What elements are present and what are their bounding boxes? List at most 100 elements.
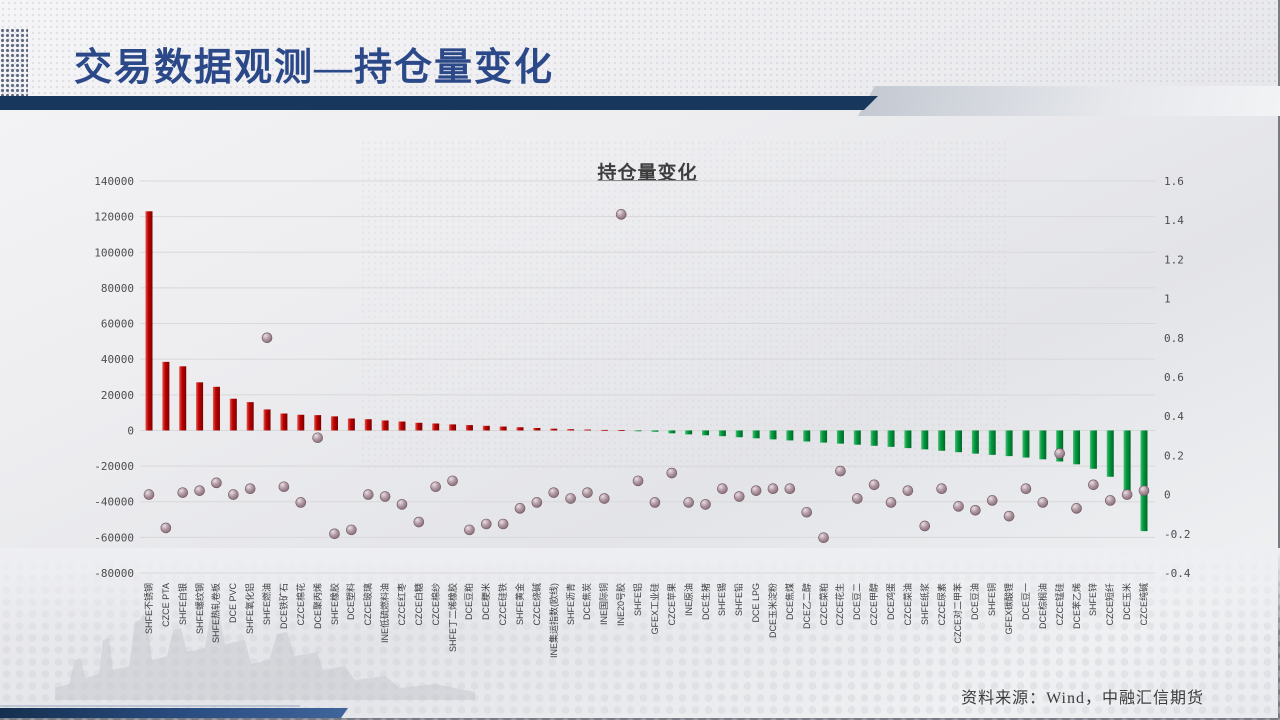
bar-positive [381,420,389,431]
data-point [902,485,914,496]
bar-positive [499,426,507,431]
category-label: INE国际铜 [599,583,610,626]
data-point [228,489,239,500]
data-point [784,483,796,495]
left-axis-tick: -20000 [94,460,134,473]
bar-negative [668,430,676,434]
category-label: CZCE尿素 [936,583,947,626]
dotted-texture-corner [0,28,28,98]
bar-positive [415,422,423,431]
data-point [565,493,576,504]
bar-negative [803,430,811,442]
data-point [767,483,779,495]
dotted-world-map-texture [360,140,1010,470]
data-point [1020,483,1032,495]
category-label: CZCE玻璃 [363,583,374,626]
category-label: INE集运指数(欧线) [548,583,559,658]
category-label: INE原油 [683,583,694,617]
data-point [346,524,357,536]
data-point [733,491,745,502]
category-label: DCE焦炭 [582,583,593,621]
left-axis-tick: 0 [127,424,134,437]
data-point [1138,485,1150,496]
data-point [143,489,155,500]
slide-title: 交易数据观测—持仓量变化 [74,47,555,89]
category-label: SHFE锌 [1088,583,1099,617]
category-label: CZCE对二甲苯 [953,583,964,644]
category-label: DCE LPG [751,583,762,623]
bar-negative [904,430,912,449]
right-axis-tick: 0.4 [1164,410,1184,423]
category-label: DCE鸡蛋 [886,583,897,621]
bar-positive [617,430,625,431]
data-point [447,475,458,487]
bar-negative [735,430,743,438]
bar-negative [702,430,710,436]
data-point [868,479,880,491]
bar-negative [870,430,878,446]
category-label: DCE棕榈油 [1037,583,1048,630]
right-axis-tick: 1 [1164,293,1171,306]
bar-positive [533,427,541,431]
category-label: SHFE不锈钢 [144,583,154,635]
data-point [329,528,340,540]
bar-negative [718,430,726,437]
data-point [835,465,846,477]
data-point [599,493,610,504]
category-label: SHFE螺纹钢 [194,583,205,635]
data-point [919,520,931,532]
category-label: INE低硫燃料油 [380,583,391,644]
bar-positive [567,429,575,431]
data-point [1121,489,1133,500]
category-label: DCE豆油 [970,583,981,621]
category-label: DCE苯乙烯 [1071,583,1082,630]
category-label: SHFE锡 [717,583,728,617]
bottom-navy-bar [0,708,348,718]
left-axis-tick: 60000 [101,318,134,331]
right-axis-tick-labels: 1.6 1.4 1.2 1 0.8 0.6 0.4 0.2 0 -0.2 -0.4 [1164,175,1191,580]
data-point [970,504,981,516]
data-point [1054,448,1065,459]
data-point [480,518,492,530]
category-label: DCE粳米 [481,583,492,621]
right-axis-tick: 0.2 [1164,449,1184,462]
category-label: CZCE棉花 [295,583,306,626]
left-axis-tick: -60000 [94,531,134,544]
header-accent-band [858,86,1280,116]
data-point [177,487,189,498]
data-point [801,506,813,518]
data-point [649,497,661,508]
category-label: GFEX碳酸锂 [1004,583,1015,635]
bar-positive [398,421,406,431]
right-axis-tick: 1.4 [1164,214,1184,227]
left-axis-tick: 80000 [101,282,134,295]
data-point [936,483,947,495]
category-label: CZCE红枣 [396,583,407,626]
bar-positive [550,428,558,431]
right-axis-tick: 0 [1164,489,1171,502]
right-axis-tick: -0.2 [1164,528,1191,541]
bar-series [145,211,1148,532]
bar-negative [1123,430,1131,493]
category-label: DCE豆二 [852,583,863,621]
data-point [413,516,425,528]
right-axis-tick: 1.2 [1164,253,1184,266]
bar-negative [887,430,895,447]
source-note: 资料来源：Wind，中融汇信期货 [961,690,1204,707]
data-point [396,499,408,510]
data-point [211,477,222,489]
bar-positive [246,402,254,431]
data-point [312,432,323,444]
category-label: SHFE铝 [633,583,644,617]
category-label: SHFE氧化铝 [245,583,256,635]
bar-negative [1039,430,1047,460]
category-label: CZCE菜油 [902,583,913,626]
category-label: DCE豆一 [1020,583,1031,621]
left-axis-tick: 140000 [94,175,134,188]
scatter-series [143,209,1150,544]
category-label: CZCE白糖 [413,583,424,626]
header-divider-bar [0,96,878,110]
category-label: CZCE花生 [835,583,846,626]
category-label: DCE乙二醇 [801,583,812,630]
bar-positive [482,425,490,431]
